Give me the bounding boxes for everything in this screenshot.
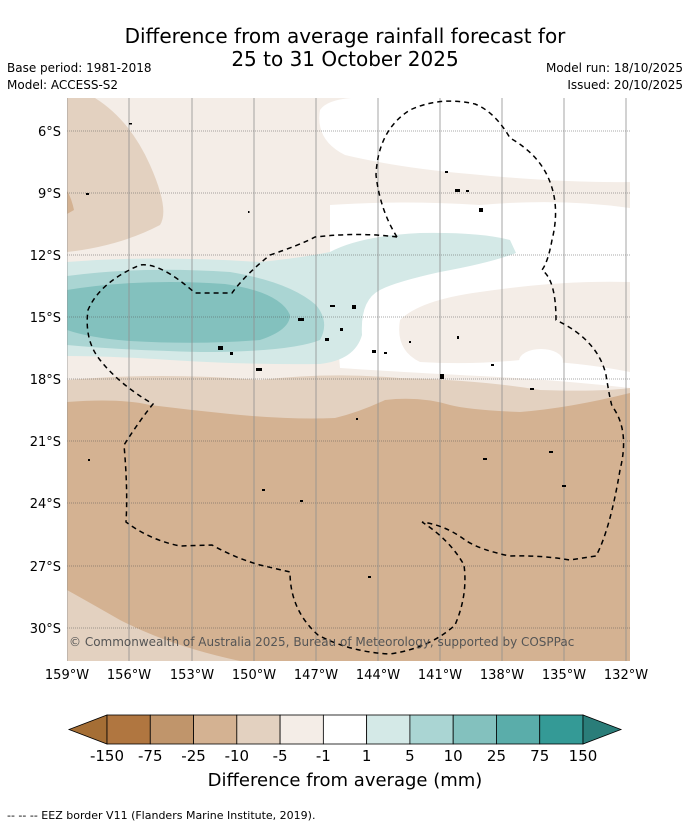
lon-label: 135°W — [542, 668, 586, 683]
colorbar-labels: -150 -75 -25 -10 -5 -1 1 5 10 25 75 150 — [90, 747, 597, 765]
lat-label: 18°S — [30, 373, 61, 388]
title-line-2: 25 to 31 October 2025 — [231, 47, 459, 71]
colorbar-swatch — [452, 714, 497, 745]
title-line-1: Difference from average rainfall forecas… — [124, 24, 566, 48]
colorbar-swatch — [409, 714, 454, 745]
colorbar-tick-label: -10 — [225, 747, 250, 765]
lon-label: 144°W — [356, 668, 400, 683]
colorbar-tick-label: -1 — [316, 747, 331, 765]
lat-label: 12°S — [30, 249, 61, 264]
colorbar-tick-label: -150 — [90, 747, 124, 765]
eez-border — [86, 100, 625, 655]
model-run: Model run: 18/10/2025 — [545, 61, 683, 75]
colorbar-tick-label: 75 — [530, 747, 549, 765]
lat-label: 24°S — [30, 497, 61, 512]
colorbar-tick-label: 10 — [444, 747, 463, 765]
colorbar-title: Difference from average (mm) — [207, 770, 483, 791]
base-period: Base period: 1981-2018 — [7, 61, 152, 75]
lat-label: 30°S — [30, 622, 61, 637]
islands — [86, 123, 566, 578]
lon-label: 147°W — [294, 668, 338, 683]
colorbar-swatch — [322, 714, 368, 745]
colorbar-tick-label: -25 — [181, 747, 206, 765]
drier-than-average-area — [67, 393, 630, 661]
colorbar-swatch — [193, 714, 238, 745]
lon-label: 159°W — [45, 668, 89, 683]
eez-legend: -- -- -- EEZ border V11 (Flanders Marine… — [7, 809, 316, 822]
drier-than-average-area — [67, 190, 74, 214]
colorbar-arrow-low — [67, 714, 108, 745]
colorbar-tick-label: -5 — [273, 747, 288, 765]
lon-label: 156°W — [107, 668, 151, 683]
colorbar-tick-label: 25 — [487, 747, 506, 765]
model-name: Model: ACCESS-S2 — [7, 78, 119, 92]
colorbar — [67, 714, 623, 745]
colorbar-swatch — [279, 714, 324, 745]
lat-label: 15°S — [30, 311, 61, 326]
colorbar-tick-label: 1 — [362, 747, 372, 765]
colorbar-swatch — [366, 714, 411, 745]
colorbar-tick-label: 150 — [569, 747, 598, 765]
wetter-than-average-area — [67, 282, 290, 343]
lon-label: 141°W — [418, 668, 462, 683]
colorbar-swatch — [236, 714, 281, 745]
lat-label: 27°S — [30, 560, 61, 575]
colorbar-swatch — [496, 714, 541, 745]
colorbar-swatch — [539, 714, 584, 745]
lat-label: 21°S — [30, 435, 61, 450]
lon-label: 138°W — [480, 668, 524, 683]
colorbar-swatch — [149, 714, 194, 745]
issued-date: Issued: 20/10/2025 — [567, 78, 683, 92]
copyright-notice: © Commonwealth of Australia 2025, Bureau… — [69, 635, 574, 649]
near-normal-area — [519, 349, 563, 373]
drier-than-average-area — [67, 98, 164, 252]
colorbar-arrow-high — [582, 714, 623, 745]
lon-label: 132°W — [604, 668, 648, 683]
graticule-meridians — [67, 98, 627, 661]
near-normal-area — [319, 98, 630, 183]
colorbar-swatch — [106, 714, 151, 745]
colorbar-tick-label: 5 — [405, 747, 415, 765]
lon-label: 150°W — [232, 668, 276, 683]
lon-label: 153°W — [170, 668, 214, 683]
lat-label: 6°S — [38, 125, 61, 140]
rainfall-anomaly-map: © Commonwealth of Australia 2025, Bureau… — [67, 98, 630, 661]
colorbar-tick-label: -75 — [138, 747, 163, 765]
lat-label: 9°S — [38, 187, 61, 202]
